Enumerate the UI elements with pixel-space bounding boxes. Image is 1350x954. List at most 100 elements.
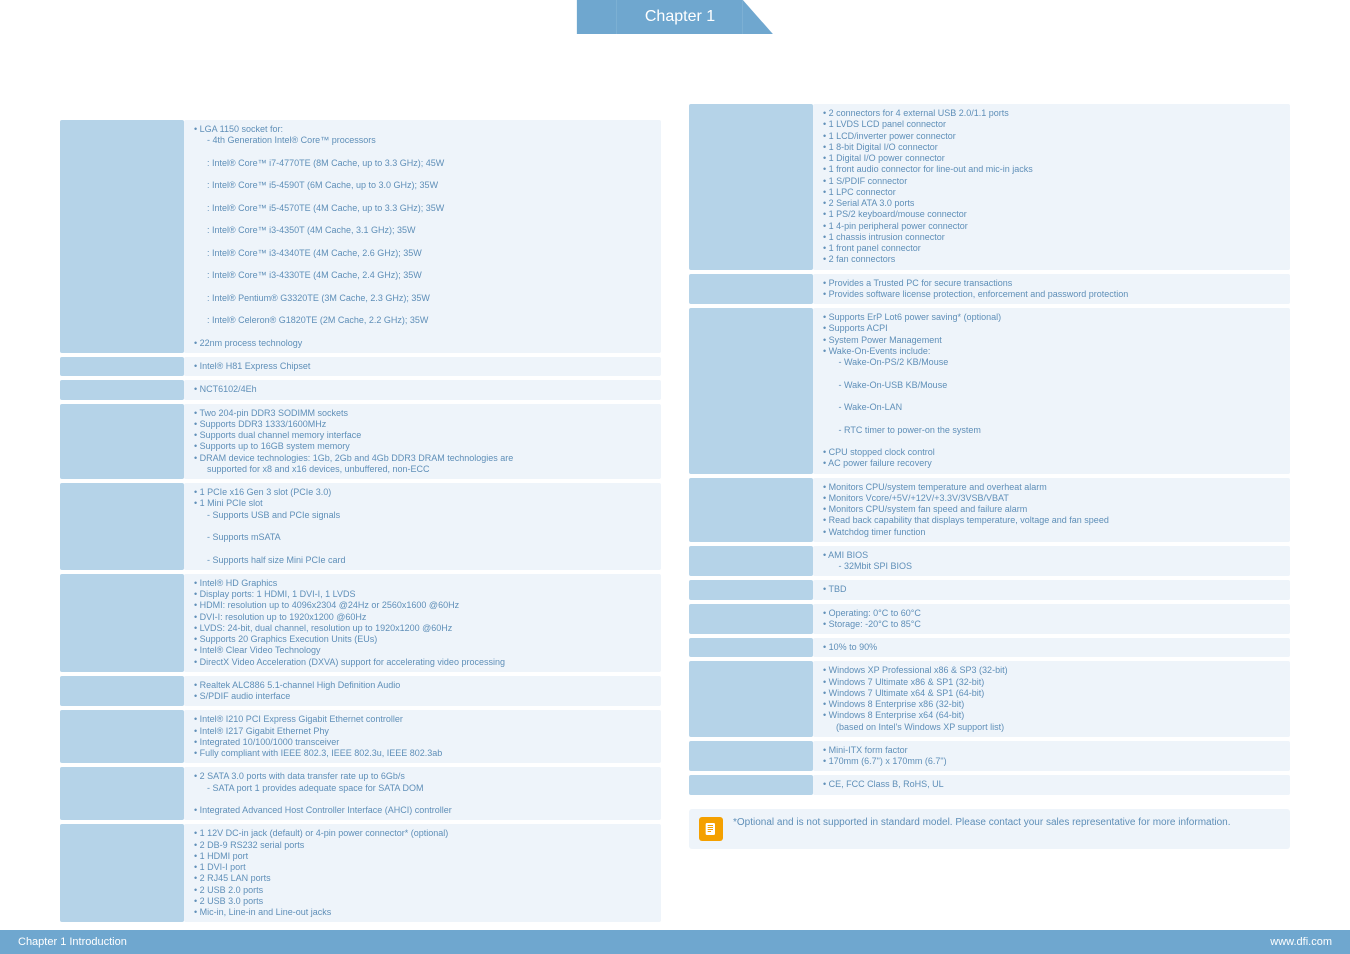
row-value-cell: • Provides a Trusted PC for secure trans…: [813, 274, 1290, 305]
row-label-cell: [689, 741, 813, 772]
row-label-cell: [689, 308, 813, 474]
spec-line: • 1 12V DC-in jack (default) or 4-pin po…: [194, 828, 448, 838]
row-label-cell: [689, 546, 813, 577]
spec-line: • TBD: [823, 584, 847, 594]
row-value-cell: • CE, FCC Class B, RoHS, UL: [813, 775, 1290, 794]
spec-line: • 170mm (6.7") x 170mm (6.7"): [823, 756, 947, 766]
spec-line: • Mini-ITX form factor: [823, 745, 908, 755]
spec-line: : Intel® Core™ i5-4570TE (4M Cache, up t…: [194, 203, 653, 214]
row-label-cell: [689, 661, 813, 737]
table-row: • 1 12V DC-in jack (default) or 4-pin po…: [60, 824, 661, 922]
footer-right: www.dfi.com: [1270, 936, 1332, 948]
spec-line: • AC power failure recovery: [823, 458, 932, 468]
spec-line: • Intel® Clear Video Technology: [194, 645, 321, 655]
footer-left: Chapter 1 Introduction: [18, 936, 127, 948]
spec-line: • Supports up to 16GB system memory: [194, 441, 350, 451]
table-row: • Intel® HD Graphics• Display ports: 1 H…: [60, 574, 661, 672]
spec-line: • DRAM device technologies: 1Gb, 2Gb and…: [194, 453, 513, 463]
row-label-cell: [60, 404, 184, 480]
table-row: • Realtek ALC886 5.1-channel High Defini…: [60, 676, 661, 707]
table-row: • Two 204-pin DDR3 SODIMM sockets• Suppo…: [60, 404, 661, 480]
spec-line: • Intel® HD Graphics: [194, 578, 277, 588]
spec-line: : Intel® Core™ i5-4590T (6M Cache, up to…: [194, 180, 653, 191]
spec-line: • AMI BIOS: [823, 550, 868, 560]
spec-line: • Windows 8 Enterprise x86 (32-bit): [823, 699, 964, 709]
spec-line: - 4th Generation Intel® Core™ processors: [194, 135, 653, 146]
spec-line: • Watchdog timer function: [823, 527, 925, 537]
footer-bar: Chapter 1 Introduction www.dfi.com: [0, 930, 1350, 954]
row-value-cell: • AMI BIOS - 32Mbit SPI BIOS: [813, 546, 1290, 577]
spec-line: • 1 DVI-I port: [194, 862, 246, 872]
table-row: • Intel® I210 PCI Express Gigabit Ethern…: [60, 710, 661, 763]
row-value-cell: • Operating: 0°C to 60°C• Storage: -20°C…: [813, 604, 1290, 635]
row-value-cell: • Mini-ITX form factor• 170mm (6.7") x 1…: [813, 741, 1290, 772]
spec-line: • Windows 7 Ultimate x86 & SP1 (32-bit): [823, 677, 984, 687]
table-row: • AMI BIOS - 32Mbit SPI BIOS: [689, 546, 1290, 577]
spec-line: • Monitors CPU/system fan speed and fail…: [823, 504, 1027, 514]
table-row: • 2 SATA 3.0 ports with data transfer ra…: [60, 767, 661, 820]
spec-line: • Intel® H81 Express Chipset: [194, 361, 310, 371]
table-row: • 1 PCIe x16 Gen 3 slot (PCIe 3.0)• 1 Mi…: [60, 483, 661, 570]
row-label-cell: [689, 274, 813, 305]
spec-line: • Storage: -20°C to 85°C: [823, 619, 921, 629]
row-value-cell: • Realtek ALC886 5.1-channel High Defini…: [184, 676, 661, 707]
table-row: • TBD: [689, 580, 1290, 599]
table-row: • Operating: 0°C to 60°C• Storage: -20°C…: [689, 604, 1290, 635]
spec-line: • 1 PS/2 keyboard/mouse connector: [823, 209, 967, 219]
spec-line: : Intel® Pentium® G3320TE (3M Cache, 2.3…: [194, 293, 653, 304]
table-row: • Supports ErP Lot6 power saving* (optio…: [689, 308, 1290, 474]
spec-line: • Supports ACPI: [823, 323, 888, 333]
spec-line: • 2 RJ45 LAN ports: [194, 873, 271, 883]
spec-line: • S/PDIF audio interface: [194, 691, 290, 701]
row-label-cell: [60, 357, 184, 376]
spec-line: • Mic-in, Line-in and Line-out jacks: [194, 907, 331, 917]
spec-line: • NCT6102/4Eh: [194, 384, 257, 394]
spec-line: • Intel® I217 Gigabit Ethernet Phy: [194, 726, 329, 736]
spec-line: • DVI-I: resolution up to 1920x1200 @60H…: [194, 612, 366, 622]
row-label-cell: [60, 767, 184, 820]
spec-line: • 1 LVDS LCD panel connector: [823, 119, 946, 129]
row-value-cell: • Intel® H81 Express Chipset: [184, 357, 661, 376]
spec-line: • CPU stopped clock control: [823, 447, 935, 457]
left-column: • LGA 1150 socket for: - 4th Generation …: [60, 100, 661, 904]
row-label-cell: [689, 638, 813, 657]
spec-line: • 2 Serial ATA 3.0 ports: [823, 198, 914, 208]
spec-line: • 1 4-pin peripheral power connector: [823, 221, 968, 231]
page-content: • LGA 1150 socket for: - 4th Generation …: [60, 100, 1290, 904]
spec-line: - SATA port 1 provides adequate space fo…: [194, 783, 653, 794]
spec-table-right: • 2 connectors for 4 external USB 2.0/1.…: [689, 100, 1290, 799]
spec-line: • Supports ErP Lot6 power saving* (optio…: [823, 312, 1001, 322]
chapter-tab: Chapter 1: [577, 0, 773, 34]
spec-line: • 2 fan connectors: [823, 254, 895, 264]
row-label-cell: [60, 676, 184, 707]
row-value-cell: • Two 204-pin DDR3 SODIMM sockets• Suppo…: [184, 404, 661, 480]
table-row: • Provides a Trusted PC for secure trans…: [689, 274, 1290, 305]
row-value-cell: • 1 12V DC-in jack (default) or 4-pin po…: [184, 824, 661, 922]
table-row: • Windows XP Professional x86 & SP3 (32-…: [689, 661, 1290, 737]
spec-line: - Wake-On-USB KB/Mouse: [823, 380, 1282, 391]
note-icon: [699, 817, 723, 841]
spec-line: • Supports 20 Graphics Execution Units (…: [194, 634, 377, 644]
row-label-cell: [689, 604, 813, 635]
spec-line: • 2 USB 3.0 ports: [194, 896, 263, 906]
row-value-cell: • 10% to 90%: [813, 638, 1290, 657]
table-row: • CE, FCC Class B, RoHS, UL: [689, 775, 1290, 794]
spec-line: • Monitors CPU/system temperature and ov…: [823, 482, 1047, 492]
spec-line: - Supports half size Mini PCIe card: [194, 555, 653, 566]
row-value-cell: • NCT6102/4Eh: [184, 380, 661, 399]
table-row: • LGA 1150 socket for: - 4th Generation …: [60, 120, 661, 353]
table-row: • Monitors CPU/system temperature and ov…: [689, 478, 1290, 542]
spec-line: - Supports USB and PCIe signals: [194, 510, 653, 521]
spec-line: - RTC timer to power-on the system: [823, 425, 1282, 436]
spec-line: - Wake-On-PS/2 KB/Mouse: [823, 357, 1282, 368]
spec-line: • Provides a Trusted PC for secure trans…: [823, 278, 1012, 288]
spec-line: • Integrated 10/100/1000 transceiver: [194, 737, 339, 747]
spec-line: - Supports mSATA: [194, 532, 653, 543]
row-label-cell: [689, 478, 813, 542]
row-label-cell: [60, 574, 184, 672]
spec-line: : Intel® Celeron® G1820TE (2M Cache, 2.2…: [194, 315, 653, 326]
spec-line: • LGA 1150 socket for:: [194, 124, 283, 134]
spec-line: • Integrated Advanced Host Controller In…: [194, 805, 452, 815]
row-label-cell: [689, 104, 813, 270]
spec-line: • DirectX Video Acceleration (DXVA) supp…: [194, 657, 505, 667]
